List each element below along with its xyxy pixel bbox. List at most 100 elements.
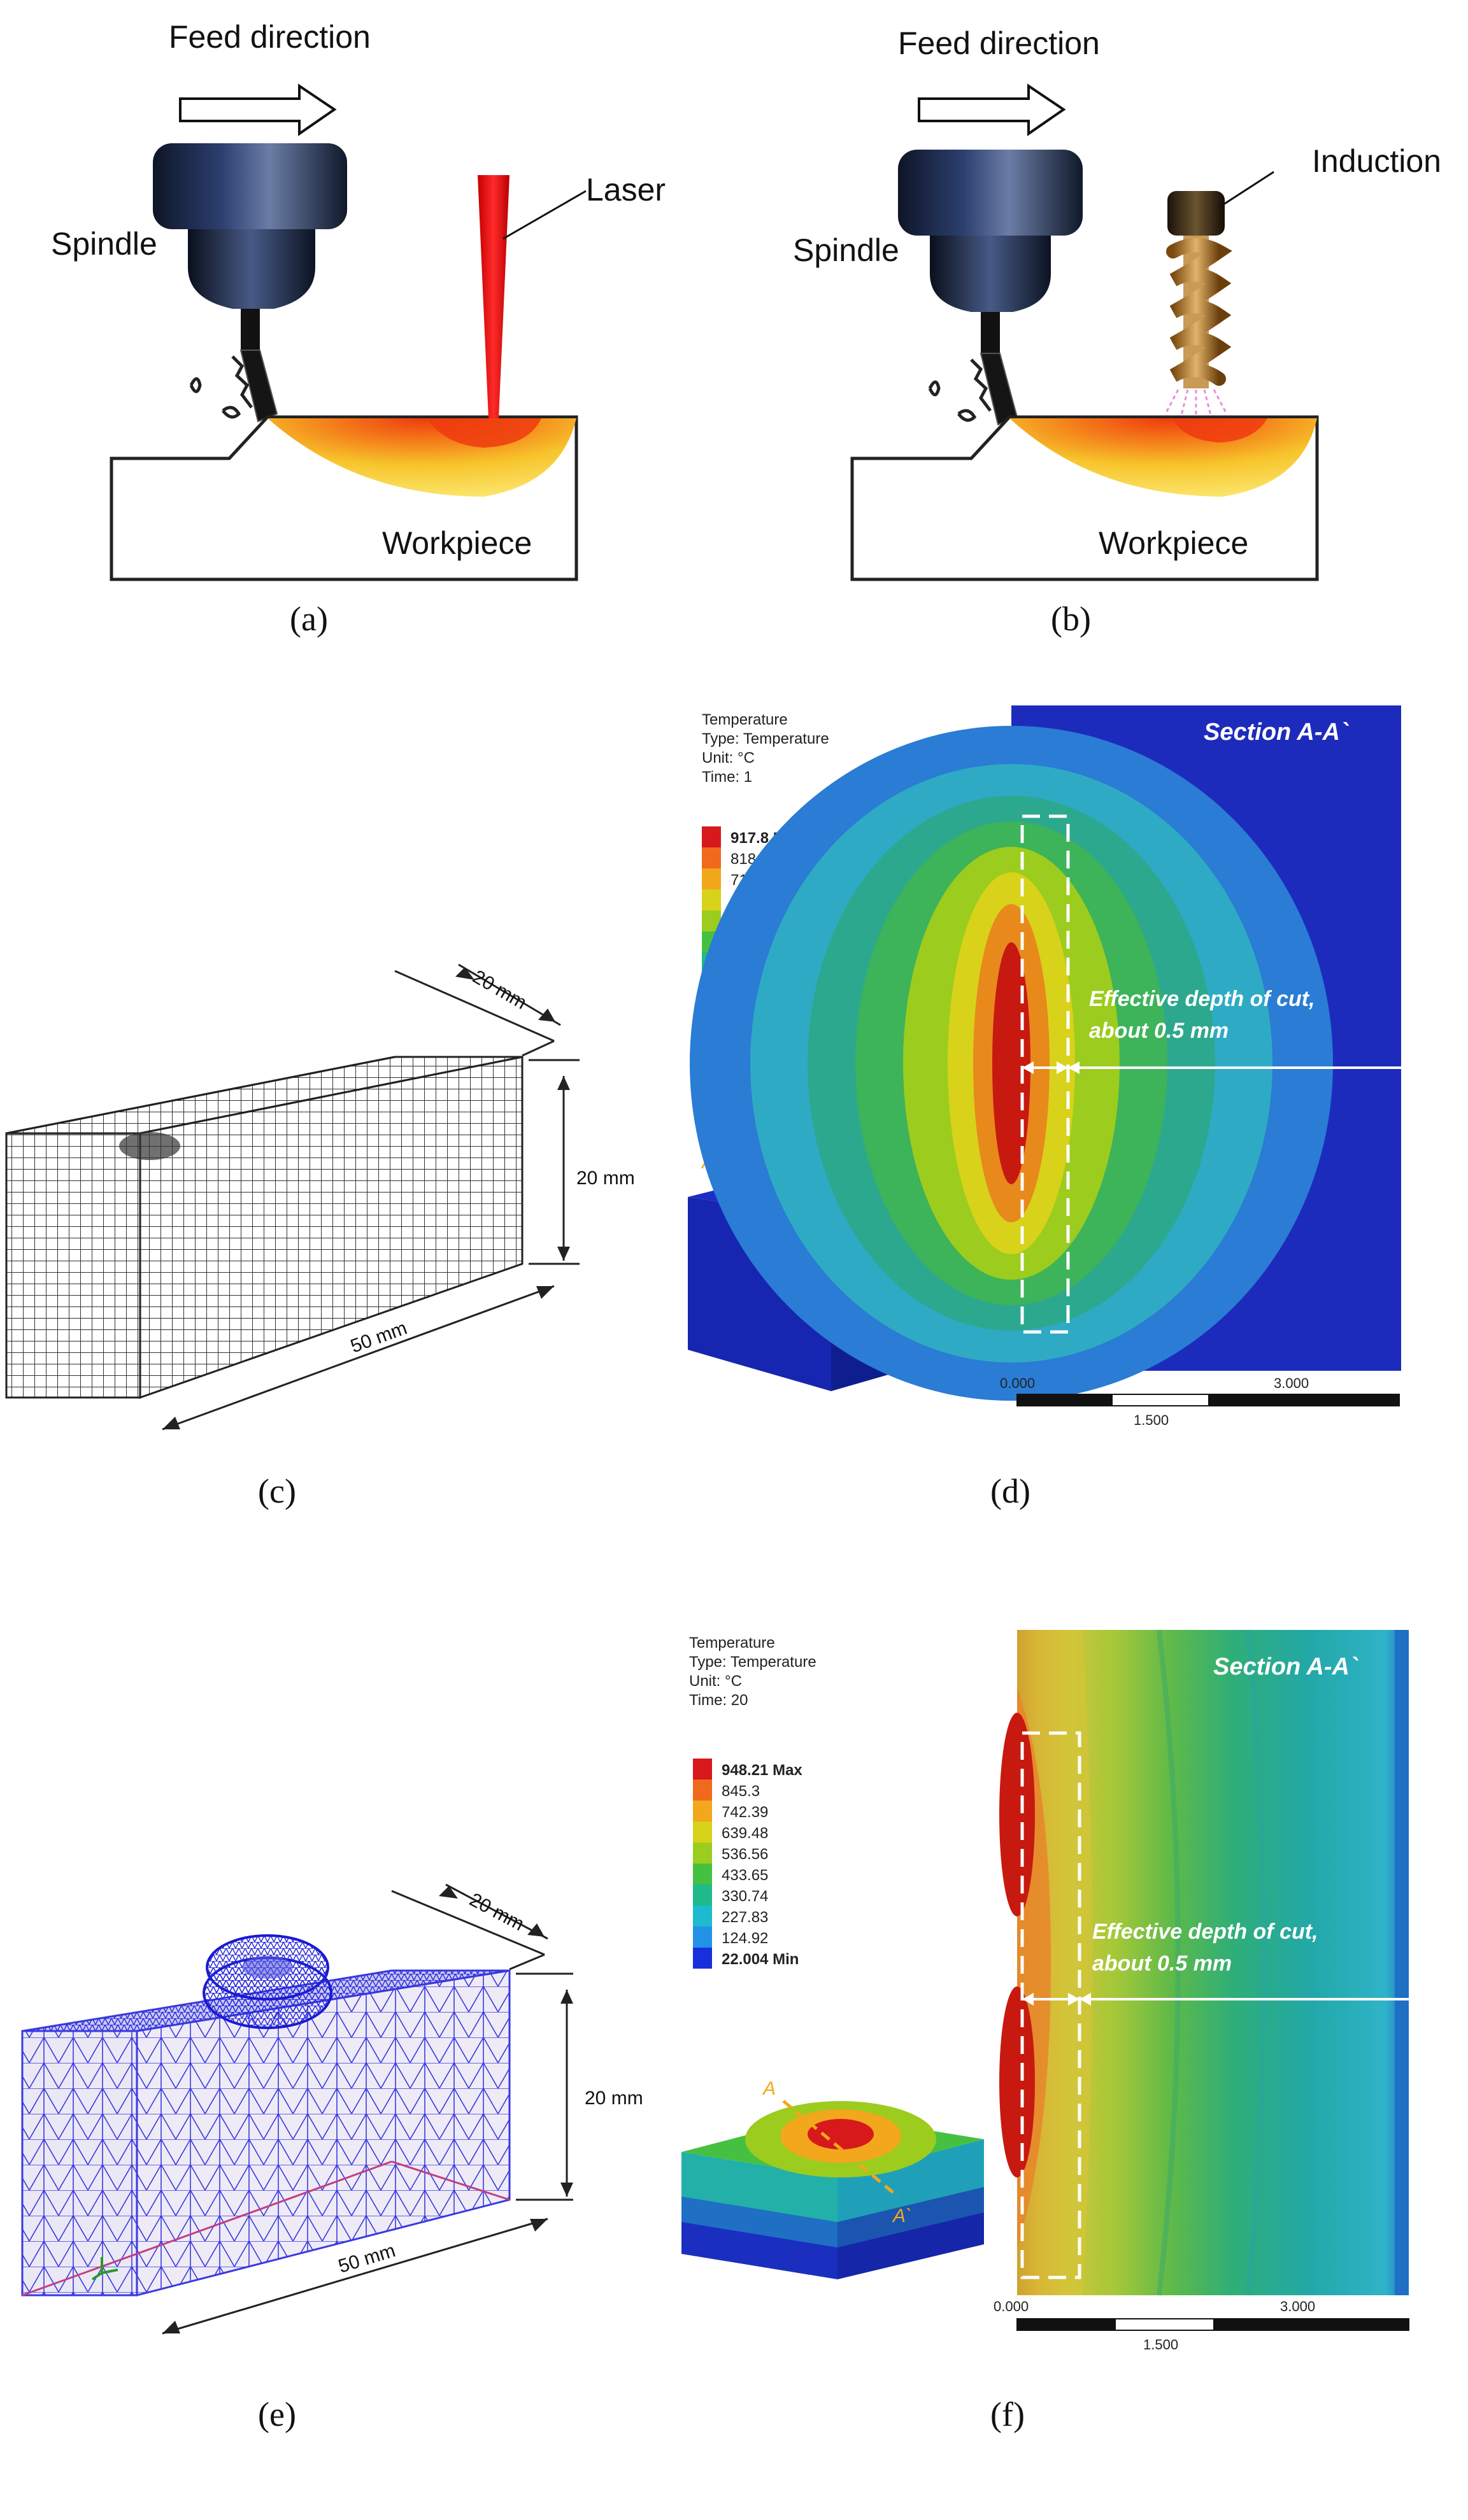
temperature-legend: 948.21 Max 845.3 742.39 639.48 536.56 433.65 3… (693, 1759, 802, 1969)
heat-source-label: Laser (586, 172, 666, 208)
caption-f: (f) (990, 2395, 1025, 2433)
caption-c: (c) (258, 1472, 296, 1510)
section-title: Section A-A` (1213, 1653, 1358, 1680)
mesh-block-front (6, 1056, 396, 1135)
legend-value: 22.004 Min (722, 1951, 799, 1968)
panel-a: Feed direction Spindle Laser Workpiece (… (51, 19, 666, 638)
effective-depth-line2: about 0.5 mm (1092, 1951, 1232, 1976)
caption-e: (e) (258, 2395, 296, 2433)
dim-depth-label: 20 mm (466, 1889, 527, 1935)
induction-field (1164, 389, 1228, 416)
legend-swatch (693, 1801, 712, 1822)
feed-direction-label: Feed direction (169, 19, 371, 55)
fem-red-edge (391, 2160, 510, 2201)
dimension-depth (394, 963, 561, 1057)
axis-triad-icon (91, 2257, 118, 2281)
legend-swatch (693, 1948, 712, 1969)
legend-unit: Unit: °C (702, 749, 755, 767)
legend-swatch (702, 826, 721, 847)
legend-swatch (702, 889, 721, 910)
dimension-depth (391, 1883, 548, 1971)
section-title: Section A-A` (1204, 719, 1349, 746)
fem-coil (203, 1934, 332, 2029)
feed-arrow (179, 83, 337, 136)
effective-depth-line1: Effective depth of cut, (1089, 987, 1315, 1011)
legend-value: 948.21 Max (722, 1762, 802, 1779)
section-contour-d (690, 705, 1401, 1401)
panel-c: 20 mm 20 mm 50 mm (c) (5, 963, 635, 1510)
scale-mid: 1.500 (1134, 1412, 1169, 1428)
legend-title: Temperature (689, 1634, 775, 1652)
caption-a: (a) (290, 600, 328, 638)
chips (189, 355, 253, 419)
dimension-height (516, 1972, 573, 2201)
legend-time: Time: 20 (689, 1692, 748, 1709)
effective-depth-line2: about 0.5 mm (1089, 1019, 1229, 1043)
induction-pointer (1219, 171, 1274, 208)
feed-arrow (918, 83, 1066, 136)
legend-swatch (693, 1780, 712, 1801)
legend-swatch (693, 1927, 712, 1948)
spindle-body (930, 236, 1051, 312)
workpiece-label: Workpiece (382, 525, 532, 561)
mesh-block-side (139, 1056, 524, 1399)
spindle-label: Spindle (51, 226, 157, 262)
mini-block-f (681, 2100, 984, 2279)
induction-coil (1166, 236, 1232, 388)
panel-e: 20 mm 20 mm 50 mm (e) (21, 1883, 643, 2433)
legend-swatch (702, 847, 721, 868)
chips (928, 358, 992, 422)
fem-block-side-mesh (137, 1971, 510, 2295)
effective-depth-box (1020, 814, 1070, 1334)
legend-time: Time: 1 (702, 768, 752, 786)
scale-bar-f (1016, 2318, 1409, 2331)
spindle-label: Spindle (793, 232, 899, 268)
legend-value: 330.74 (722, 1888, 768, 1905)
legend-swatch (693, 1822, 712, 1843)
workpiece-label: Workpiece (1099, 525, 1248, 561)
spindle-shank (981, 312, 1000, 353)
legend-unit: Unit: °C (689, 1673, 742, 1690)
fem-block-front-mesh (22, 2031, 137, 2295)
dimension-height (529, 1059, 580, 1265)
legend-swatch (693, 1885, 712, 1906)
effective-depth-box (1020, 1731, 1081, 2279)
legend-swatch (693, 1759, 712, 1780)
heat-zone-core (1172, 418, 1267, 442)
heat-source-label: Induction (1312, 143, 1441, 179)
legend-swatch (702, 868, 721, 889)
scale-zero: 0.000 (994, 2298, 1029, 2314)
heat-zone-core (427, 418, 541, 448)
legend-value: 227.83 (722, 1909, 768, 1926)
section-marker-b: A` (892, 2205, 912, 2226)
legend-value: 845.3 (722, 1783, 760, 1800)
dim-height-label: 20 mm (576, 1168, 635, 1189)
scale-mid: 1.500 (1143, 2337, 1178, 2353)
spindle-head (898, 150, 1083, 236)
caption-b: (b) (1051, 600, 1091, 638)
legend-value: 536.56 (722, 1846, 768, 1863)
section-contour-f (999, 1629, 1409, 2296)
laser-beam (478, 175, 510, 418)
scale-max: 3.000 (1274, 1375, 1309, 1391)
spindle-body (188, 229, 315, 309)
panel-f: Temperature Type: Temperature Unit: °C T… (681, 1629, 1409, 2433)
fem-red-edge (22, 2160, 392, 2297)
dimension-length (162, 2218, 548, 2335)
laser-pointer (502, 190, 587, 240)
effective-depth-line1: Effective depth of cut, (1092, 1920, 1318, 1944)
legend-type: Type: Temperature (689, 1653, 816, 1671)
panel-d: Temperature Type: Temperature Unit: °C T… (688, 705, 1401, 1510)
legend-swatch (693, 1864, 712, 1885)
legend-swatch (693, 1906, 712, 1927)
spindle-shank (241, 309, 260, 350)
panel-b: Feed direction Spindle Induction Workpie… (793, 25, 1441, 638)
dim-depth-label: 20 mm (469, 966, 531, 1013)
legend-swatch (693, 1843, 712, 1864)
legend-value: 433.65 (722, 1867, 768, 1884)
effective-depth-arrow (1022, 1993, 1409, 2006)
mesh-refined-zone (119, 1132, 180, 1160)
legend-value: 742.39 (722, 1804, 768, 1821)
caption-d: (d) (990, 1472, 1030, 1510)
